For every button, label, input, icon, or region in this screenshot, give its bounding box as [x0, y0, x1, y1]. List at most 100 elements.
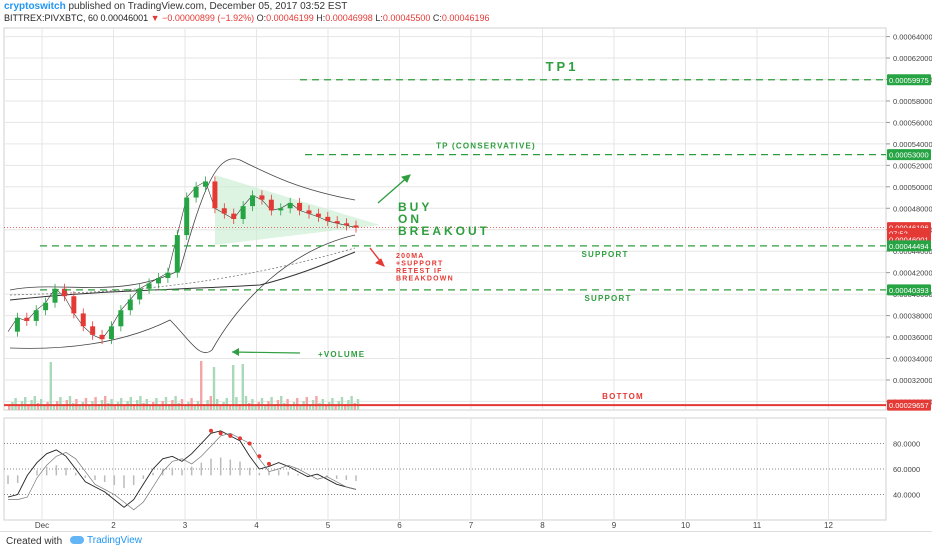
candle-body: [61, 288, 67, 297]
price-tick-label: 0.00052000: [893, 161, 932, 170]
symbol-label: BITTREX:PIVXBTC, 60: [4, 13, 99, 23]
price-badge: [887, 399, 931, 411]
volume-bar: [43, 406, 46, 410]
price-badge: [887, 149, 931, 161]
volume-bar: [200, 361, 203, 410]
price-pane: [3, 27, 887, 411]
indicator-signal-dot: [209, 428, 213, 433]
time-tick-label: Dec: [35, 521, 49, 530]
time-tick-label: 8: [540, 521, 545, 530]
buy-annotation-line: BUY: [398, 200, 432, 214]
candle-body: [240, 206, 246, 219]
price-badge-label: 0.00044494: [889, 242, 929, 251]
volume-bar: [8, 406, 11, 410]
volume-bar: [254, 406, 257, 410]
open-label: O:: [256, 13, 267, 23]
candle-body: [165, 272, 171, 279]
candle-body: [24, 317, 30, 321]
volume-bar: [296, 398, 299, 410]
volume-bar: [260, 398, 264, 410]
candle-body: [344, 223, 350, 226]
breakdown-annotation-line: RETEST IF: [396, 268, 443, 275]
candle-body: [33, 310, 39, 321]
time-tick-label: 2: [111, 521, 116, 530]
price-tick-label: 0.00064000: [893, 33, 932, 42]
price-badge-label: 0.00059975: [889, 76, 929, 85]
volume-bar: [331, 398, 334, 410]
volume-bar: [129, 397, 132, 410]
volume-bar: [350, 396, 353, 410]
volume-bar: [104, 396, 107, 410]
price-tick-label: 0.00034000: [893, 354, 932, 363]
price-tick-label: 0.00062000: [893, 54, 932, 63]
buy-annotation-line: BREAKOUT: [398, 224, 490, 238]
created-with-label: Created with: [6, 536, 63, 547]
volume-bar: [113, 406, 116, 410]
time-tick-label: 3: [183, 521, 188, 530]
price-chart[interactable]: 0.000640000.000620000.000600000.00058000…: [0, 0, 932, 531]
volume-bar: [123, 405, 126, 410]
candle-body: [212, 181, 218, 209]
volume-bar: [27, 404, 30, 410]
breakdown-annotation-line: +SUPPORT: [396, 261, 444, 268]
candle-body: [71, 296, 77, 314]
candle-body: [259, 195, 265, 200]
volume-bar: [174, 396, 177, 410]
time-tick-label: 7: [469, 521, 474, 530]
candle-body: [99, 334, 105, 340]
candle-body: [334, 221, 340, 224]
volume-bar: [212, 367, 216, 410]
price-badge-label: 0.00053000: [889, 151, 929, 160]
volume-bar: [228, 405, 232, 410]
volume-bar: [235, 397, 238, 410]
volume-bar: [68, 396, 72, 410]
open-value: 0.00046199: [266, 13, 314, 23]
volume-bar: [353, 403, 356, 410]
change-arrow-icon: ▼: [150, 13, 160, 23]
volume-bar: [158, 405, 161, 410]
candle-body: [287, 202, 293, 209]
volume-bar: [177, 403, 180, 410]
volume-bar: [203, 404, 206, 410]
breakdown-annotation-line: 200MA: [396, 253, 425, 260]
volume-bar: [308, 404, 312, 410]
volume-bar: [248, 403, 251, 410]
author-link[interactable]: cryptoswitch: [4, 1, 66, 12]
price-tick-label: 0.00048000: [893, 204, 932, 213]
candle-body: [306, 210, 312, 214]
volume-bar: [264, 405, 267, 410]
last-price: 0.00046001: [100, 13, 149, 23]
time-tick-label: 9: [612, 521, 617, 530]
volume-bar: [84, 398, 88, 410]
buy-annotation-line: ON: [398, 212, 422, 226]
volume-bar: [14, 398, 17, 410]
candle-body: [231, 213, 237, 219]
candle-body: [108, 326, 114, 340]
indicator-signal-dot: [257, 454, 262, 459]
volume-bar: [193, 405, 196, 410]
high-value: 0.00046998: [325, 13, 373, 23]
close-value: 0.00046196: [441, 13, 490, 23]
price-badge-label: 0.00046001: [889, 235, 929, 244]
tradingview-link[interactable]: TradingView: [70, 535, 142, 546]
volume-bar: [168, 404, 171, 410]
candle-body: [43, 302, 49, 311]
price-tick-label: 0.00044000: [893, 247, 932, 256]
price-tick-label: 0.00038000: [893, 312, 932, 321]
indicator-tick-label: 60.0000: [893, 465, 920, 474]
level-label: SUPPORT: [581, 250, 628, 259]
time-tick-label: 6: [397, 521, 402, 530]
volume-bar: [241, 364, 244, 410]
volume-bar: [244, 396, 248, 410]
candle-body: [221, 208, 227, 214]
header-line-2: BITTREX:PIVXBTC, 60 0.00046001 ▼ −0.0000…: [4, 13, 489, 23]
volume-bar: [52, 405, 56, 410]
breakdown-arrow-head: [375, 258, 385, 267]
footer: Created with TradingView: [0, 531, 932, 551]
candle-body: [155, 278, 161, 284]
volume-bar: [190, 398, 193, 410]
volume-bar: [97, 404, 100, 410]
price-badge-label: 0.00029657: [889, 401, 929, 410]
indicator-signal-dot: [267, 461, 271, 466]
moving-average-200: [9, 251, 356, 301]
